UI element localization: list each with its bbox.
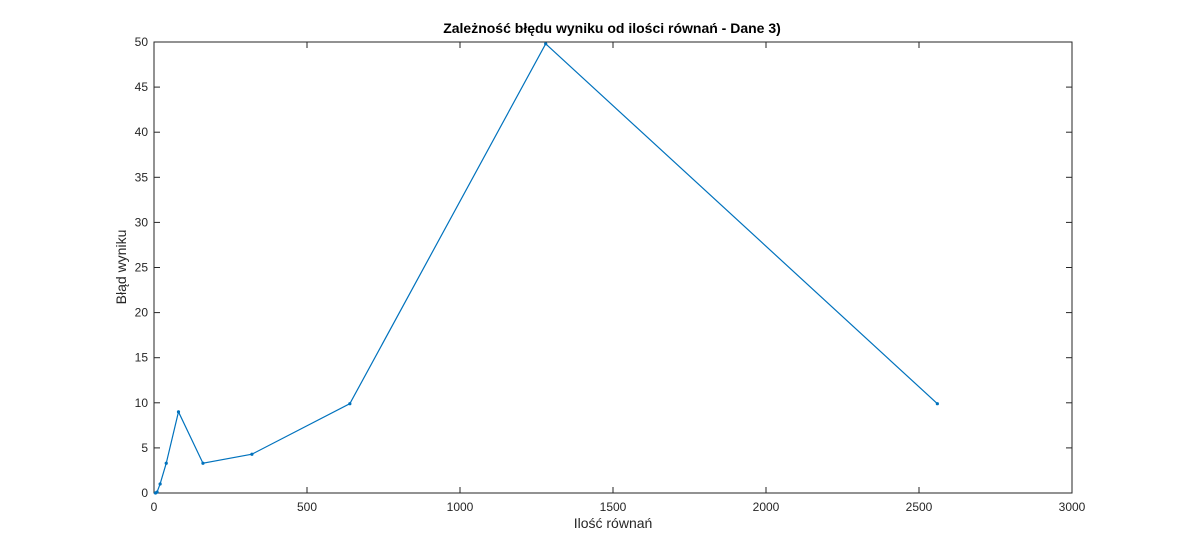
x-tick-label: 2000 bbox=[753, 500, 780, 514]
x-tick-label: 1500 bbox=[600, 500, 627, 514]
y-tick-label: 40 bbox=[135, 125, 149, 139]
y-tick-label: 20 bbox=[135, 306, 149, 320]
data-point bbox=[348, 402, 352, 406]
y-tick-label: 5 bbox=[141, 441, 148, 455]
y-axis-label: Błąd wyniku bbox=[113, 230, 129, 305]
series-line bbox=[155, 42, 938, 494]
y-tick-label: 30 bbox=[135, 215, 149, 229]
data-point bbox=[164, 461, 168, 465]
plot-area bbox=[153, 41, 1073, 494]
y-tick-label: 0 bbox=[141, 486, 148, 500]
x-axis-label: Ilość równań bbox=[574, 515, 653, 531]
chart-title: Zależność błędu wyniku od ilości równań … bbox=[443, 20, 781, 36]
x-tick-label: 500 bbox=[297, 500, 317, 514]
x-tick-label: 0 bbox=[151, 500, 158, 514]
data-point bbox=[201, 461, 205, 465]
x-tick-label: 3000 bbox=[1059, 500, 1086, 514]
data-point bbox=[176, 410, 181, 414]
data-point bbox=[250, 452, 254, 456]
data-point bbox=[544, 42, 548, 46]
y-tick-label: 25 bbox=[135, 261, 149, 275]
data-point bbox=[158, 482, 162, 486]
y-tick-label: 15 bbox=[135, 351, 149, 365]
y-tick-label: 35 bbox=[135, 170, 149, 184]
data-point bbox=[935, 402, 939, 406]
x-tick-label: 2500 bbox=[906, 500, 933, 514]
y-tick-label: 10 bbox=[135, 396, 149, 410]
data-point bbox=[155, 490, 159, 494]
y-tick-label: 50 bbox=[135, 35, 149, 49]
x-tick-label: 1000 bbox=[447, 500, 474, 514]
y-tick-label: 45 bbox=[135, 80, 149, 94]
